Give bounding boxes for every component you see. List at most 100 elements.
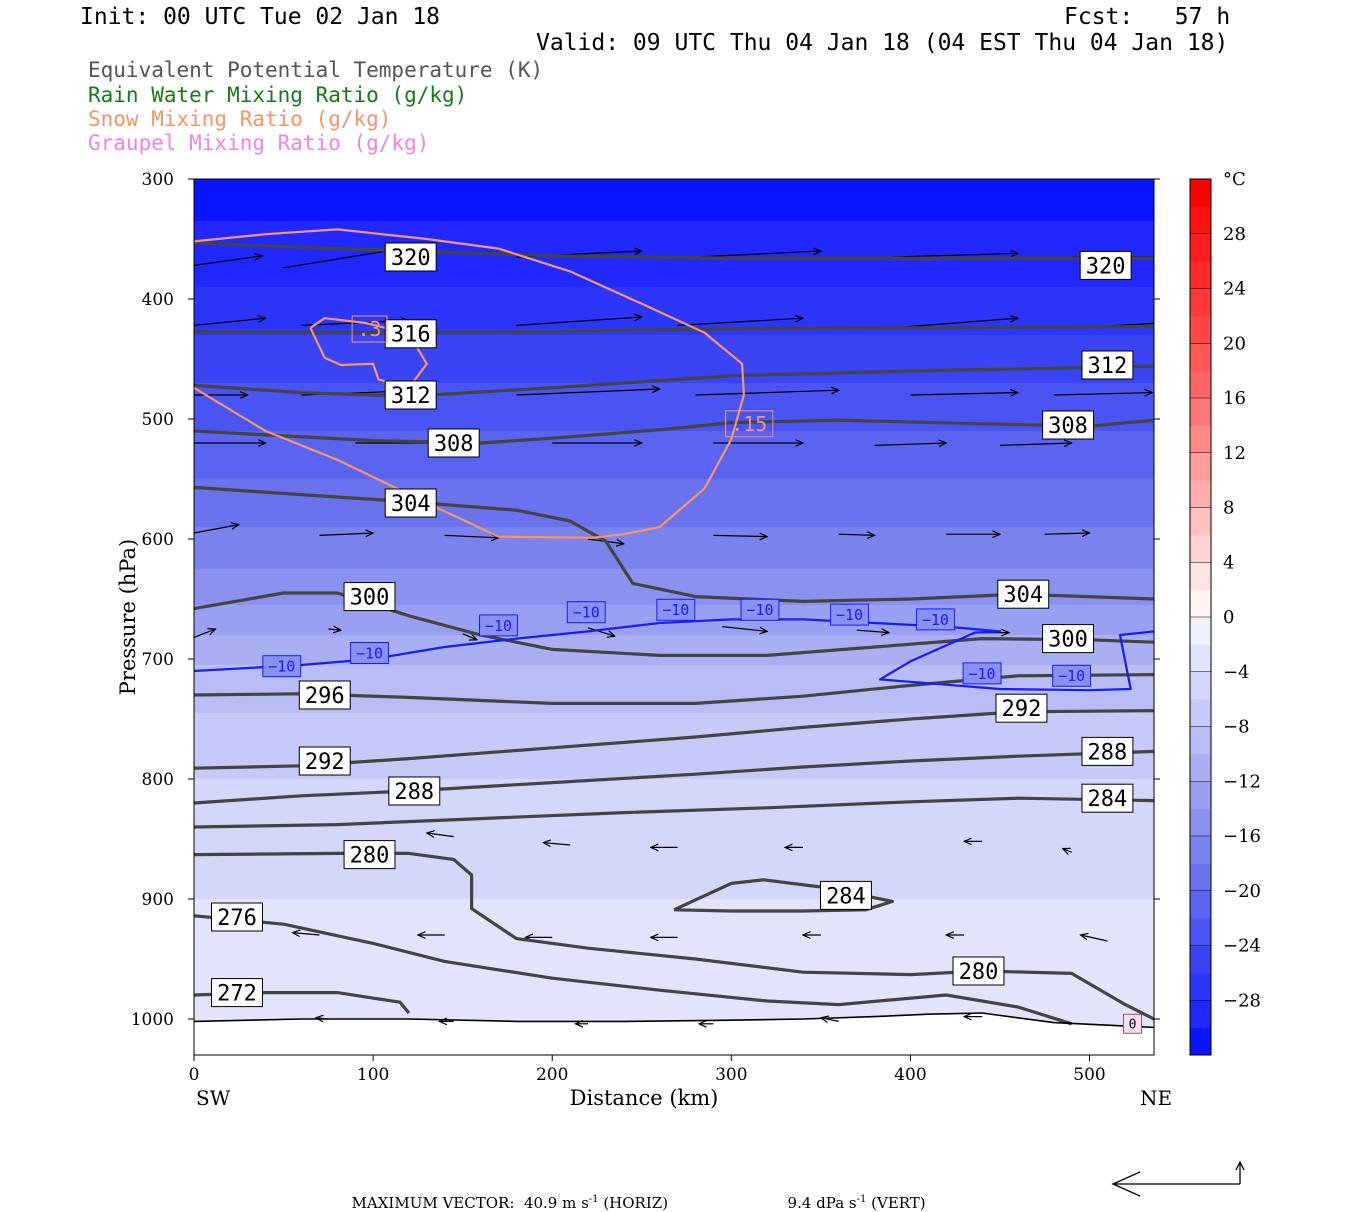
- colorbar-bin: [1190, 206, 1211, 235]
- temp-band: [194, 629, 1154, 636]
- temp-band: [194, 1001, 1154, 1008]
- temp-band: [194, 233, 1154, 240]
- valid-time: Valid: 09 UTC Thu 04 Jan 18 (04 EST Thu …: [536, 30, 1229, 56]
- theta-e-label-box: [211, 902, 263, 932]
- colorbar-bin: [1190, 972, 1211, 1001]
- horiz-value: 40.9 m s: [523, 1194, 589, 1212]
- temp-band: [194, 1007, 1154, 1014]
- temp-band: [194, 713, 1154, 720]
- temp-band: [194, 227, 1154, 234]
- theta-e-label: 308: [434, 432, 474, 457]
- temp-band: [194, 593, 1154, 600]
- temp-band: [194, 539, 1154, 546]
- temp-band: [194, 239, 1154, 246]
- temp-band: [194, 575, 1154, 582]
- temp-band: [194, 635, 1154, 642]
- colorbar-label: 8: [1223, 498, 1234, 519]
- theta-e-label: 280: [959, 960, 999, 985]
- colorbar-label: −28: [1223, 990, 1261, 1011]
- temp-band: [194, 731, 1154, 738]
- colorbar-bin: [1190, 398, 1211, 426]
- temp-band: [194, 659, 1154, 666]
- temp-band: [194, 185, 1154, 192]
- temp-band: [194, 455, 1154, 462]
- y-axis-label: Pressure (hPa): [116, 539, 140, 695]
- temp-band: [194, 695, 1154, 702]
- zero-label: 0: [1129, 1017, 1137, 1032]
- theta-e-label: 292: [1002, 697, 1042, 722]
- isotherm-label-box: [350, 642, 389, 664]
- temp-band: [194, 443, 1154, 450]
- theta-e-label-box: [384, 380, 437, 410]
- zero-label-box: [1122, 1013, 1143, 1034]
- colorbar-bin: [1190, 343, 1211, 372]
- temp-band: [194, 743, 1154, 750]
- temp-band: [194, 473, 1154, 480]
- temp-band: [194, 689, 1154, 696]
- temp-band: [194, 215, 1154, 222]
- temp-band: [194, 647, 1154, 654]
- temp-band: [194, 737, 1154, 744]
- colorbar-bin: [1190, 288, 1211, 317]
- temp-band: [194, 347, 1154, 354]
- colorbar-bin: [1190, 261, 1211, 289]
- wind-vector: [427, 833, 454, 837]
- temp-band: [194, 545, 1154, 552]
- init-time: Init: 00 UTC Tue 02 Jan 18: [80, 4, 441, 30]
- colorbar-bin: [1190, 753, 1211, 782]
- temp-band: [194, 311, 1154, 318]
- temp-band: [194, 965, 1154, 972]
- colorbar-bin: [1190, 890, 1211, 919]
- temp-band: [194, 461, 1154, 468]
- temp-band: [194, 959, 1154, 966]
- theta-e-label: 312: [1088, 354, 1128, 379]
- temp-band: [194, 1013, 1154, 1020]
- theta-e-label-box: [952, 956, 1005, 986]
- colorbar-bin: [1190, 671, 1211, 700]
- temp-band: [194, 479, 1154, 486]
- temperature-shading: [194, 179, 1154, 1055]
- y-tick-label: 400: [142, 290, 174, 310]
- temp-band: [194, 533, 1154, 540]
- wind-vector: [722, 626, 767, 632]
- wind-vector: [543, 843, 571, 845]
- temp-band: [194, 875, 1154, 882]
- colorbar-bin: [1190, 233, 1211, 262]
- colorbar-bin: [1190, 644, 1211, 673]
- temp-band: [194, 371, 1154, 378]
- wind-vector: [1081, 935, 1108, 942]
- wind-vector: [194, 318, 266, 326]
- theta-e-288-contour: [194, 749, 1154, 805]
- temp-band: [194, 257, 1154, 264]
- theta-e-label: 320: [391, 246, 431, 271]
- isotherm-label: −10: [573, 604, 600, 622]
- wind-vector: [444, 535, 499, 537]
- max-vector-label: MAXIMUM VECTOR:: [351, 1194, 515, 1212]
- temp-band: [194, 359, 1154, 366]
- below-ground: [194, 1013, 1154, 1055]
- colorbar-label: −12: [1223, 771, 1261, 792]
- x-tick-label: 300: [715, 1065, 747, 1085]
- colorbar-label: −24: [1223, 936, 1261, 957]
- theta-e-label-box: [1081, 350, 1134, 380]
- colorbar-bin: [1190, 836, 1211, 864]
- temp-band: [194, 815, 1154, 822]
- axes: 300 400 500 600 700 800 900 1000 0 100 200 300 400 50…: [116, 170, 1172, 1110]
- theta-e-label: 296: [305, 684, 345, 709]
- wind-vector: [516, 317, 641, 326]
- temp-band: [194, 383, 1154, 390]
- temp-band: [194, 251, 1154, 258]
- snow-label: .15: [731, 412, 767, 436]
- colorbar-bin: [1190, 945, 1211, 974]
- temp-band: [194, 755, 1154, 762]
- isotherm-label: −10: [1058, 667, 1085, 685]
- theta-e-label-box: [388, 776, 441, 806]
- y-tick-label: 300: [142, 170, 174, 190]
- y-tick-label: 600: [142, 530, 174, 550]
- sw-label: SW: [196, 1086, 231, 1110]
- colorbar-label: 0: [1223, 607, 1234, 628]
- temp-band: [194, 767, 1154, 774]
- temp-band: [194, 275, 1154, 282]
- colorbar-bin: [1190, 425, 1211, 454]
- temp-band: [194, 797, 1154, 804]
